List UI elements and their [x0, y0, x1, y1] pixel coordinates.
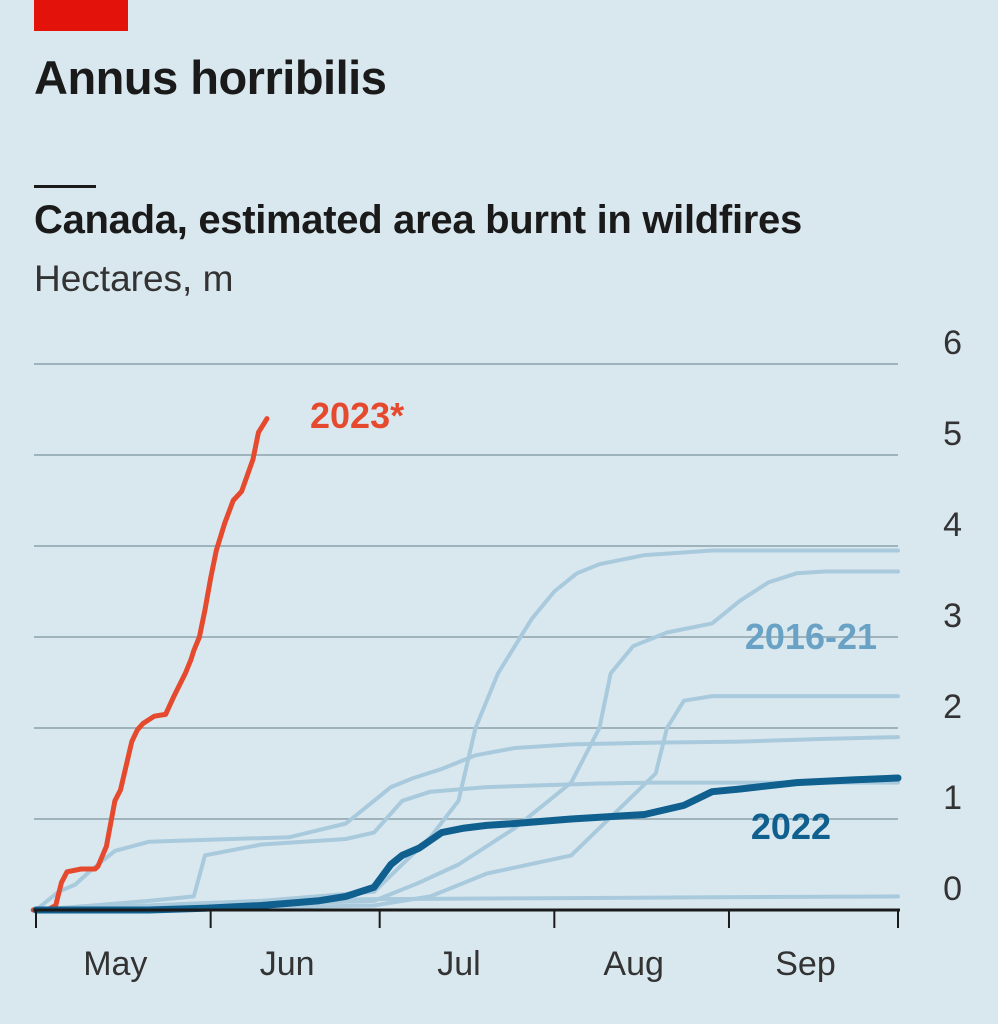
- y-tick-label: 2: [943, 688, 962, 726]
- y-tick-label: 0: [943, 870, 962, 908]
- y-tick-label: 3: [943, 597, 962, 635]
- series-label: 2023*: [310, 395, 404, 436]
- x-axis: May Jun Jul Aug Sep: [34, 908, 900, 983]
- y-tick-label: 4: [943, 506, 962, 544]
- series-line-201621: [34, 894, 900, 912]
- x-tick-label: May: [83, 945, 147, 983]
- series-labels: 2023* 2016-21 2022: [310, 395, 877, 847]
- y-tick-labels: 0 1 2 3 4 5 6: [943, 324, 962, 908]
- series-line-2023: [30, 416, 270, 913]
- gridlines: [34, 363, 898, 820]
- x-tick-label: Jul: [437, 945, 480, 983]
- area-burnt-chart: 0 1 2 3 4 5 6 May Jun Jul Aug Sep 2023* 2016-21 2022: [30, 324, 962, 983]
- y-units: Hectares, m: [34, 258, 234, 299]
- chart-title: Annus horribilis: [34, 51, 387, 104]
- chart-subtitle: Canada, estimated area burnt in wildfire…: [34, 198, 802, 242]
- y-tick-label: 1: [943, 779, 962, 817]
- y-tick-label: 6: [943, 324, 962, 362]
- series-lines: [30, 416, 902, 914]
- brand-tag: [34, 0, 128, 31]
- series-label: 2022: [751, 806, 831, 847]
- x-tick-label: Jun: [260, 945, 315, 983]
- title-rule: [34, 185, 96, 188]
- x-tick-label: Aug: [603, 945, 664, 983]
- series-line-201621: [34, 548, 900, 912]
- series-label: 2016-21: [745, 616, 877, 657]
- y-tick-label: 5: [943, 415, 962, 453]
- series-line-2022: [32, 774, 902, 914]
- series-line-201621: [34, 780, 900, 912]
- x-tick-label: Sep: [775, 945, 836, 983]
- series-line-201621: [34, 569, 900, 912]
